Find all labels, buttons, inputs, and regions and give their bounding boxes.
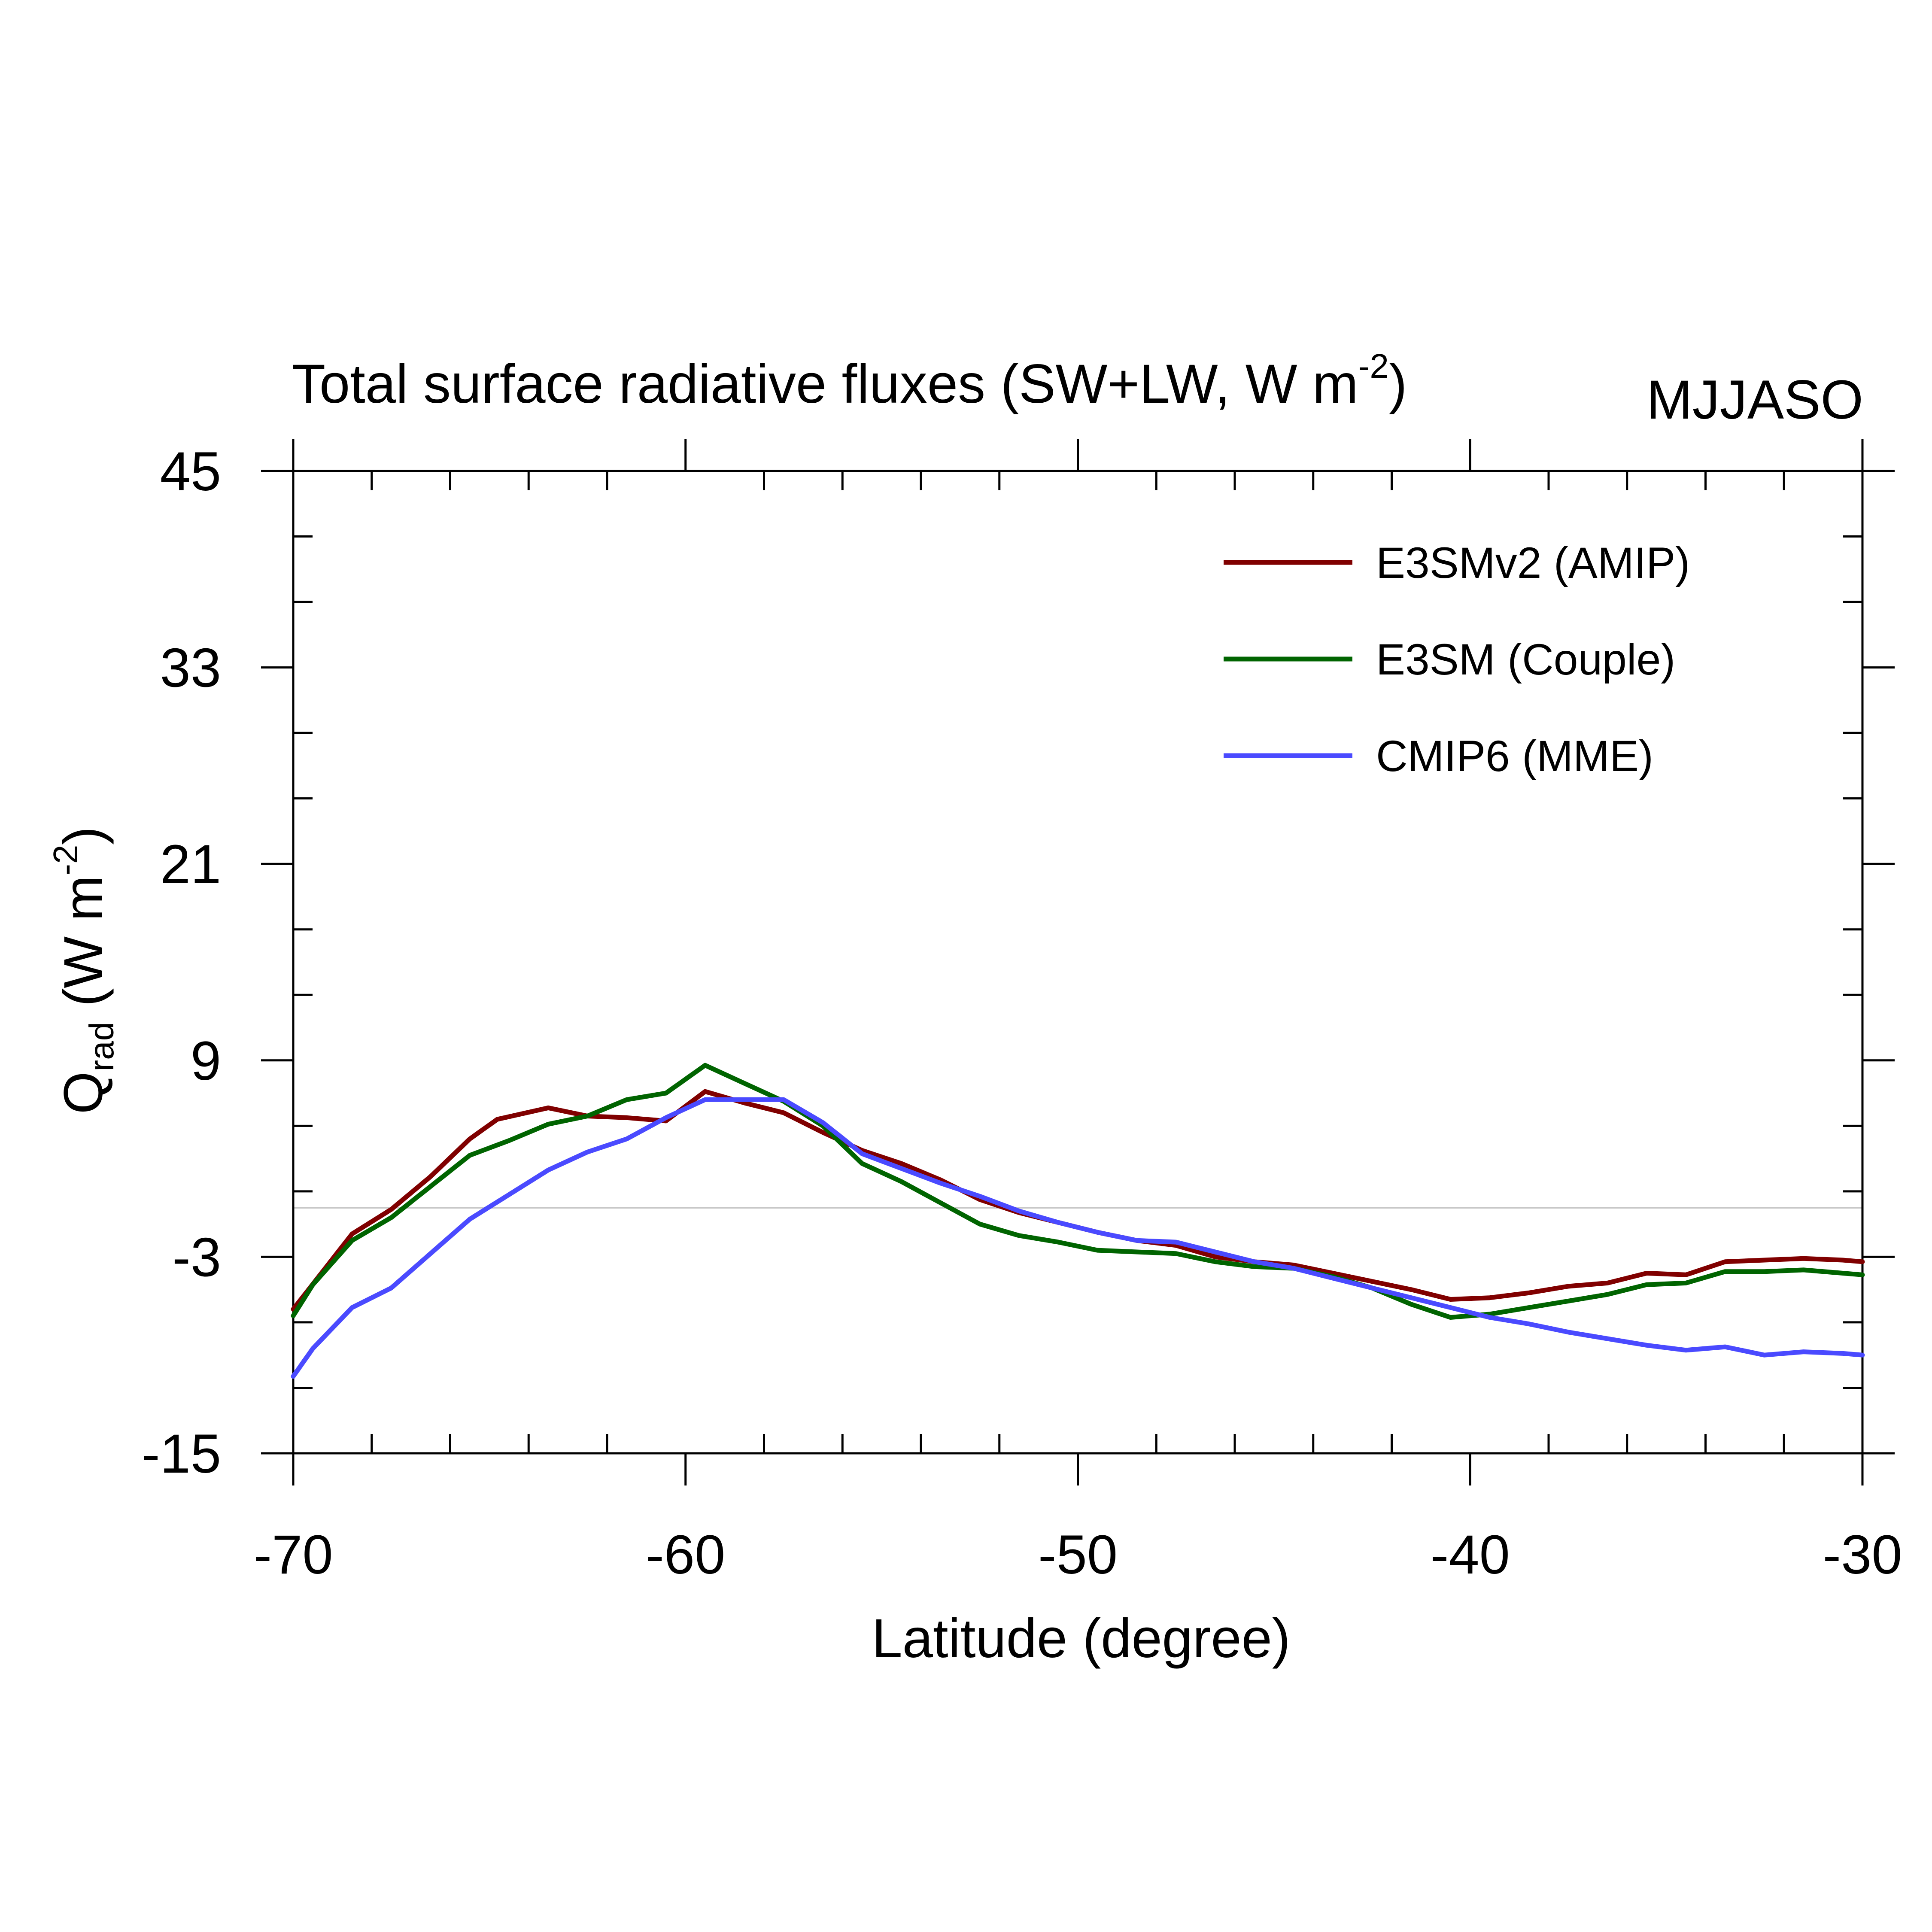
series-layer: [291, 1063, 1865, 1379]
chart-title-superscript: -2: [1358, 347, 1389, 385]
y-axis: -15 -3 9 21 33 45: [142, 441, 1895, 1485]
series-line-cmip6-mme: [291, 1097, 1865, 1379]
y-axis-label-end: ): [53, 826, 114, 845]
x-axis-label: Latitude (degree): [872, 1608, 1291, 1669]
x-tick-label: -70: [254, 1524, 333, 1586]
y-tick-label: -3: [172, 1227, 221, 1288]
series-line-e3sm-couple: [291, 1063, 1865, 1320]
legend-label: E3SMv2 (AMIP): [1376, 538, 1690, 587]
legend-item-e3sm-couple: E3SM (Couple): [1224, 635, 1675, 684]
chart-title: Total surface radiative fluxes (SW+LW, W…: [292, 347, 1407, 415]
legend-item-cmip6-mme: CMIP6 (MME): [1224, 732, 1653, 781]
legend-label: E3SM (Couple): [1376, 635, 1675, 684]
y-axis-label: Qrad (W m-2): [46, 826, 121, 1114]
y-tick-label: 33: [160, 638, 221, 699]
y-axis-label-superscript: -2: [46, 845, 85, 875]
chart-title-main: Total surface radiative fluxes (SW+LW, W…: [292, 353, 1358, 415]
x-axis: -70 -60 -50 -40 -30: [254, 439, 1902, 1586]
y-tick-label: -15: [142, 1423, 221, 1485]
x-tick-label: -60: [646, 1524, 725, 1586]
y-tick-label: 45: [160, 441, 221, 502]
legend: E3SMv2 (AMIP) E3SM (Couple) CMIP6 (MME): [1224, 538, 1690, 781]
chart-title-end: ): [1389, 353, 1407, 415]
y-tick-label: 9: [191, 1030, 221, 1092]
x-tick-label: -30: [1823, 1524, 1902, 1586]
y-axis-label-rest: (W m: [53, 875, 114, 1022]
x-tick-label: -50: [1038, 1524, 1118, 1586]
season-label: MJJASO: [1646, 369, 1863, 431]
legend-item-e3smv2-amip: E3SMv2 (AMIP): [1224, 538, 1690, 587]
x-tick-label: -40: [1431, 1524, 1510, 1586]
y-axis-label-main: Q: [53, 1072, 114, 1115]
legend-label: CMIP6 (MME): [1376, 732, 1653, 781]
y-tick-label: 21: [160, 834, 221, 895]
y-axis-label-subscript: rad: [82, 1022, 121, 1072]
